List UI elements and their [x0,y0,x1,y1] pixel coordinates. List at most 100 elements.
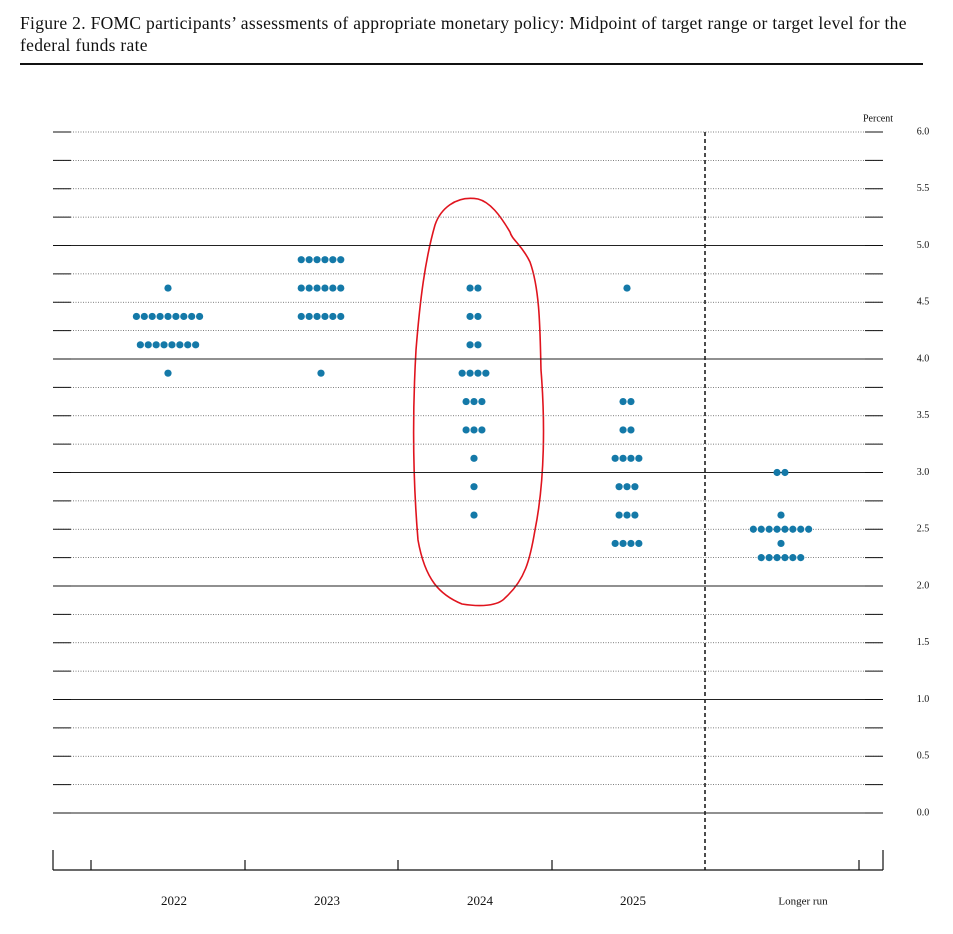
dot [635,454,643,462]
dot [470,426,478,434]
dot [329,256,337,264]
dot-group [164,284,172,292]
dot [168,341,176,349]
dot [470,454,478,462]
dot-group [164,369,172,377]
dot [164,312,172,321]
dot [615,511,623,519]
dot [337,256,345,264]
y-tick-label: 4.0 [917,353,930,364]
dot [470,511,478,519]
dot [627,426,635,434]
x-tick-label: Longer run [778,896,828,908]
dot [297,312,305,321]
x-tick-label: 2025 [620,893,646,908]
dot [305,312,313,321]
dot [176,341,184,349]
y-tick-label: 5.5 [917,183,930,194]
dot [313,256,321,264]
dot [337,284,345,292]
dot [789,525,797,533]
dot [462,397,470,406]
dot [627,454,635,462]
dot [470,397,478,406]
dot [631,483,639,491]
dot [164,369,172,377]
dot [749,525,757,533]
dot [132,312,140,321]
dot-group [297,256,345,264]
dot [160,341,168,349]
dot-group [773,468,789,477]
y-tick-label: 6.0 [917,126,930,137]
dot [140,312,148,321]
dot [474,341,482,349]
dot [329,312,337,321]
title-rule [20,63,923,65]
dot-group [615,483,639,491]
y-tick-label: 0.0 [917,807,930,818]
dot [619,539,627,548]
dot [172,312,180,321]
dot-group [623,284,631,292]
dot [329,284,337,292]
dot [297,256,305,264]
dot [773,468,781,477]
dot [321,284,329,292]
dot-group [297,284,345,292]
dot [777,539,785,548]
dot [627,397,635,406]
dot [482,369,490,377]
y-tick-label: 2.0 [917,580,930,591]
y-tick-label: 1.5 [917,637,930,648]
dot [184,341,192,349]
dot-group [297,312,345,321]
dot [188,312,196,321]
dot [297,284,305,292]
dot [321,256,329,264]
y-tick-label: 1.0 [917,694,930,705]
dot [466,369,474,377]
dot [781,525,789,533]
dot [611,454,619,462]
dot [773,554,781,562]
dot-group [777,511,785,519]
dot-group [136,341,200,349]
dot [466,284,474,292]
dot [156,312,164,321]
dot [781,468,789,477]
dot-group [470,511,478,519]
dot-group [466,341,482,349]
dot [623,483,631,491]
dot [635,539,643,548]
dot [180,312,188,321]
dot [317,369,325,377]
dot-group [458,369,490,377]
dot [757,525,765,533]
dot-group [777,539,785,548]
dot-group [619,397,635,406]
dot [631,511,639,519]
y-tick-label: 2.5 [917,524,930,535]
dot-group [611,539,643,548]
dot-group [132,312,204,321]
dot-group [466,284,482,292]
dot [466,312,474,321]
dot [777,511,785,519]
dot [611,539,619,548]
dot [623,284,631,292]
dot [474,312,482,321]
dot [474,284,482,292]
dot [478,426,486,434]
dot [305,284,313,292]
chart-title: Figure 2. FOMC participants’ assessments… [20,13,907,55]
dot [797,554,805,562]
dot [196,312,204,321]
dot-group [611,454,643,462]
dot [164,284,172,292]
x-tick-label: 2024 [467,893,494,908]
dot [789,554,797,562]
dot [321,312,329,321]
dot-group [619,426,635,434]
